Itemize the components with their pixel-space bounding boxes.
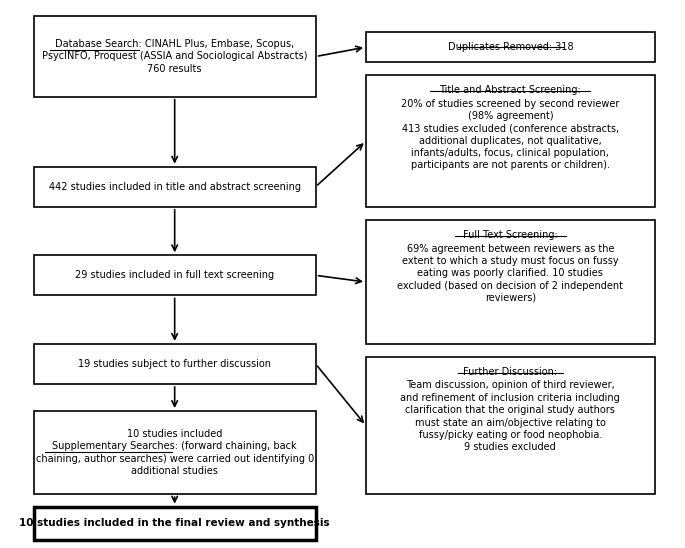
Text: 20% of studies screened by second reviewer: 20% of studies screened by second review… (401, 99, 619, 109)
Text: additional studies: additional studies (132, 466, 218, 476)
Text: infants/adults, focus, clinical population,: infants/adults, focus, clinical populati… (412, 148, 609, 158)
FancyBboxPatch shape (366, 32, 655, 62)
FancyBboxPatch shape (34, 16, 316, 97)
Text: participants are not parents or children).: participants are not parents or children… (411, 161, 610, 170)
Text: reviewers): reviewers) (485, 293, 536, 303)
Text: 19 studies subject to further discussion: 19 studies subject to further discussion (78, 359, 271, 369)
FancyBboxPatch shape (366, 220, 655, 344)
Text: Full Text Screening:: Full Text Screening: (463, 230, 558, 240)
Text: 9 studies excluded: 9 studies excluded (464, 442, 556, 452)
Text: and refinement of inclusion criteria including: and refinement of inclusion criteria inc… (401, 393, 620, 403)
Text: eating was poorly clarified. 10 studies: eating was poorly clarified. 10 studies (417, 269, 603, 278)
Text: excluded (based on decision of 2 independent: excluded (based on decision of 2 indepen… (397, 281, 623, 290)
Text: 413 studies excluded (conference abstracts,: 413 studies excluded (conference abstrac… (402, 123, 619, 133)
Text: 29 studies included in full text screening: 29 studies included in full text screeni… (75, 270, 274, 281)
Text: chaining, author searches) were carried out identifying 0: chaining, author searches) were carried … (36, 454, 314, 464)
Text: fussy/picky eating or food neophobia.: fussy/picky eating or food neophobia. (419, 430, 602, 440)
Text: Title and Abstract Screening:: Title and Abstract Screening: (440, 85, 581, 95)
Text: Further Discussion:: Further Discussion: (463, 367, 558, 377)
FancyBboxPatch shape (34, 167, 316, 207)
Text: 10 studies included in the final review and synthesis: 10 studies included in the final review … (19, 518, 330, 528)
Text: 10 studies included: 10 studies included (127, 429, 223, 439)
Text: Supplementary Searches: (forward chaining, back: Supplementary Searches: (forward chainin… (52, 441, 297, 452)
FancyBboxPatch shape (34, 506, 316, 540)
FancyBboxPatch shape (366, 357, 655, 494)
FancyBboxPatch shape (34, 255, 316, 295)
Text: 69% agreement between reviewers as the: 69% agreement between reviewers as the (407, 243, 614, 254)
Text: Duplicates Removed: 318: Duplicates Removed: 318 (447, 42, 573, 52)
Text: must state an aim/objective relating to: must state an aim/objective relating to (415, 418, 606, 427)
Text: Team discussion, opinion of third reviewer,: Team discussion, opinion of third review… (406, 380, 614, 391)
Text: 760 results: 760 results (147, 64, 202, 74)
Text: 442 studies included in title and abstract screening: 442 studies included in title and abstra… (49, 182, 301, 192)
FancyBboxPatch shape (34, 411, 316, 494)
Text: Database Search: CINAHL Plus, Embase, Scopus,: Database Search: CINAHL Plus, Embase, Sc… (55, 39, 295, 49)
Text: (98% agreement): (98% agreement) (467, 111, 553, 121)
Text: additional duplicates, not qualitative,: additional duplicates, not qualitative, (419, 135, 601, 146)
Text: extent to which a study must focus on fussy: extent to which a study must focus on fu… (402, 256, 619, 266)
Text: clarification that the original study authors: clarification that the original study au… (406, 405, 615, 415)
Text: PsycINFO, Proquest (ASSIA and Sociological Abstracts): PsycINFO, Proquest (ASSIA and Sociologic… (42, 52, 308, 61)
FancyBboxPatch shape (34, 344, 316, 384)
FancyBboxPatch shape (366, 75, 655, 207)
